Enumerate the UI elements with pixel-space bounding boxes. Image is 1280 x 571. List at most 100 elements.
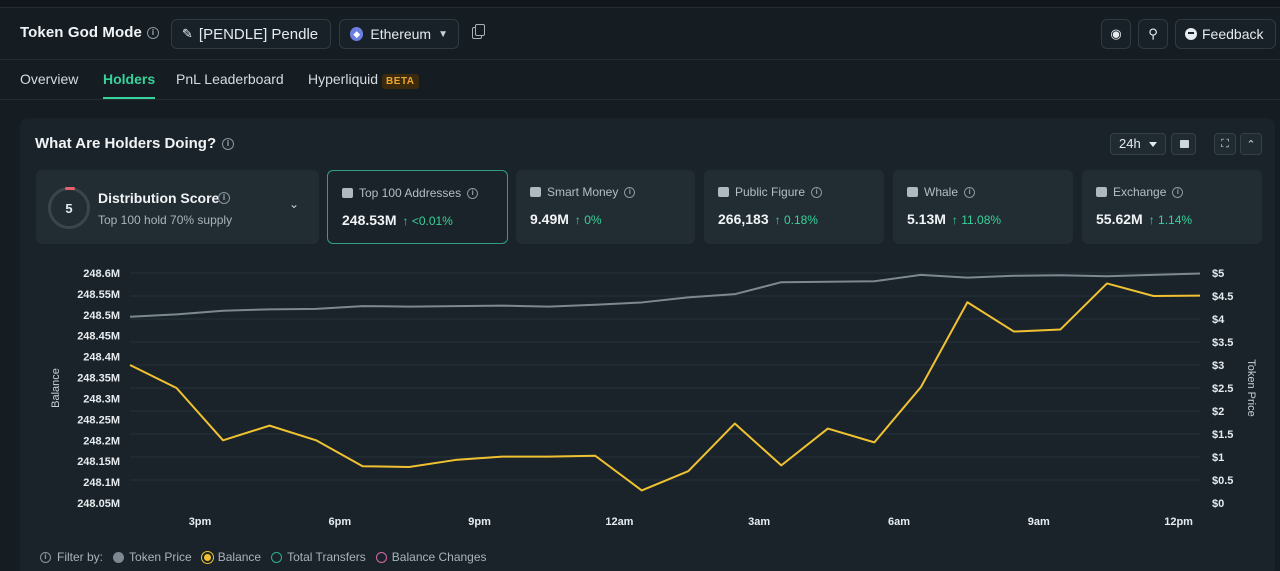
distribution-score-card[interactable]: 5 Distribution Score i Top 100 hold 70% … xyxy=(36,170,319,244)
distribution-title: Distribution Score xyxy=(98,190,220,206)
y-tick-label: 248.2M xyxy=(83,435,120,447)
chevron-down-icon: ▼ xyxy=(438,28,448,40)
top-strip xyxy=(0,0,1280,8)
header-bar: Token God Mode i ✎ [PENDLE] Pendle ◆ Eth… xyxy=(0,9,1280,59)
y2-tick-label: $4.5 xyxy=(1212,291,1233,303)
legend-label: Balance Changes xyxy=(391,550,487,564)
chat-bubble-icon xyxy=(1185,28,1197,40)
smart-money-icon xyxy=(530,187,541,197)
card-label: Whale xyxy=(924,185,959,199)
pin-icon: ⚲ xyxy=(1148,26,1158,41)
card-label-row: Whale i xyxy=(907,185,976,199)
card-value-row: 266,183 ↑ 0.18% xyxy=(718,211,818,227)
feedback-button[interactable]: Feedback xyxy=(1175,19,1276,49)
legend-dot xyxy=(201,551,213,563)
y2-tick-label: $0 xyxy=(1212,498,1224,510)
y-axis-title: Balance xyxy=(50,368,62,408)
info-icon[interactable]: i xyxy=(624,186,636,198)
pin-button[interactable]: ⚲ xyxy=(1138,19,1168,49)
ethereum-icon: ◆ xyxy=(350,27,364,41)
copy-icon[interactable] xyxy=(472,24,485,39)
card-top-100-addresses[interactable]: Top 100 Addresses i 248.53M ↑ <0.01% xyxy=(327,170,508,244)
legend-dot xyxy=(113,551,125,563)
y-tick-label: 248.15M xyxy=(77,456,120,468)
holders-panel: What Are Holders Doing? i 24h ⛶ ⌃ 5 Dist… xyxy=(20,118,1275,571)
x-tick-label: 3pm xyxy=(189,516,212,528)
y2-tick-label: $1.5 xyxy=(1212,429,1233,441)
score-value: 5 xyxy=(65,200,73,216)
info-icon[interactable]: i xyxy=(218,192,230,204)
y2-tick-label: $0.5 xyxy=(1212,475,1233,487)
legend-item-token-price[interactable]: Token Price xyxy=(113,550,192,564)
legend-item-balance-changes[interactable]: Balance Changes xyxy=(375,550,487,564)
y2-tick-label: $3.5 xyxy=(1212,337,1233,349)
info-icon[interactable]: i xyxy=(40,551,51,563)
info-icon[interactable]: i xyxy=(964,186,976,198)
y2-tick-label: $1 xyxy=(1212,452,1224,464)
tab-bar: Overview Holders PnL Leaderboard Hyperli… xyxy=(0,59,1280,100)
card-value-row: 9.49M ↑ 0% xyxy=(530,211,602,227)
legend-label: Token Price xyxy=(129,550,192,564)
chain-selector[interactable]: ◆ Ethereum ▼ xyxy=(339,19,459,49)
tab-hyperliquid[interactable]: Hyperliquid BETA xyxy=(308,71,419,89)
calendar-button[interactable] xyxy=(1171,133,1196,155)
card-label: Top 100 Addresses xyxy=(359,186,462,200)
card-value: 5.13M xyxy=(907,211,946,227)
y-tick-label: 248.6M xyxy=(83,268,120,280)
whale-icon xyxy=(907,187,918,197)
info-icon[interactable]: i xyxy=(1172,186,1184,198)
card-change: ↑ <0.01% xyxy=(402,214,453,228)
x-tick-label: 12am xyxy=(605,516,633,528)
y-tick-label: 248.45M xyxy=(77,331,120,343)
card-change: ↑ 1.14% xyxy=(1148,213,1193,227)
tab-pnl-leaderboard[interactable]: PnL Leaderboard xyxy=(176,71,284,87)
x-tick-label: 12pm xyxy=(1164,516,1193,528)
chevron-up-icon: ⌃ xyxy=(1246,138,1256,151)
card-value-row: 248.53M ↑ <0.01% xyxy=(342,212,453,228)
active-tab-indicator xyxy=(103,97,155,99)
y2-tick-label: $3 xyxy=(1212,360,1224,372)
balance-price-chart[interactable]: $5 $4.5 $4 $3.5 $3 $2.5 $2 $1.5 $1 $0.5 $0 248.6M 24… xyxy=(20,248,1275,548)
legend-item-balance[interactable]: Balance xyxy=(201,550,262,564)
y2-tick-label: $2.5 xyxy=(1212,383,1233,395)
card-label: Public Figure xyxy=(735,185,806,199)
x-tick-label: 9pm xyxy=(468,516,491,528)
card-exchange[interactable]: Exchange i 55.62M ↑ 1.14% xyxy=(1082,170,1262,244)
tab-overview[interactable]: Overview xyxy=(20,71,79,87)
card-label: Exchange xyxy=(1113,185,1167,199)
public-figure-icon xyxy=(718,187,729,197)
y-tick-label: 248.5M xyxy=(83,310,120,322)
y-tick-label: 248.4M xyxy=(83,352,120,364)
card-whale[interactable]: Whale i 5.13M ↑ 11.08% xyxy=(893,170,1073,244)
panel-title: What Are Holders Doing? xyxy=(35,135,217,152)
x-tick-label: 6pm xyxy=(328,516,351,528)
collapse-button[interactable]: ⌃ xyxy=(1240,133,1262,155)
y2-tick-label: $4 xyxy=(1212,314,1225,326)
card-value: 55.62M xyxy=(1096,211,1143,227)
card-public-figure[interactable]: Public Figure i 266,183 ↑ 0.18% xyxy=(704,170,884,244)
card-smart-money[interactable]: Smart Money i 9.49M ↑ 0% xyxy=(516,170,695,244)
y-tick-label: 248.35M xyxy=(77,373,120,385)
info-icon[interactable]: i xyxy=(222,138,234,150)
holders-chart-area: $5 $4.5 $4 $3.5 $3 $2.5 $2 $1.5 $1 $0.5 $0 248.6M 24… xyxy=(20,248,1275,571)
tab-holders[interactable]: Holders xyxy=(103,71,156,87)
info-icon[interactable]: i xyxy=(811,186,823,198)
legend-item-total-transfers[interactable]: Total Transfers xyxy=(271,550,366,564)
y-tick-label: 248.25M xyxy=(77,414,120,426)
legend-label: Total Transfers xyxy=(287,550,366,564)
eye-icon: ◉ xyxy=(1110,26,1122,41)
fullscreen-button[interactable]: ⛶ xyxy=(1214,133,1236,155)
card-value: 248.53M xyxy=(342,212,397,228)
token-selector[interactable]: ✎ [PENDLE] Pendle xyxy=(171,19,331,49)
card-label: Smart Money xyxy=(547,185,619,199)
score-ring: 5 xyxy=(48,187,90,229)
info-icon[interactable]: i xyxy=(467,187,479,199)
watch-button[interactable]: ◉ xyxy=(1101,19,1131,49)
pencil-icon: ✎ xyxy=(182,26,193,41)
chevron-down-icon[interactable]: ⌄ xyxy=(289,197,300,211)
x-tick-label: 9am xyxy=(1028,516,1050,528)
time-range-select[interactable]: 24h xyxy=(1110,133,1166,155)
legend-label: Balance xyxy=(217,550,262,564)
info-icon[interactable]: i xyxy=(147,27,159,39)
y-tick-label: 248.3M xyxy=(83,393,120,405)
